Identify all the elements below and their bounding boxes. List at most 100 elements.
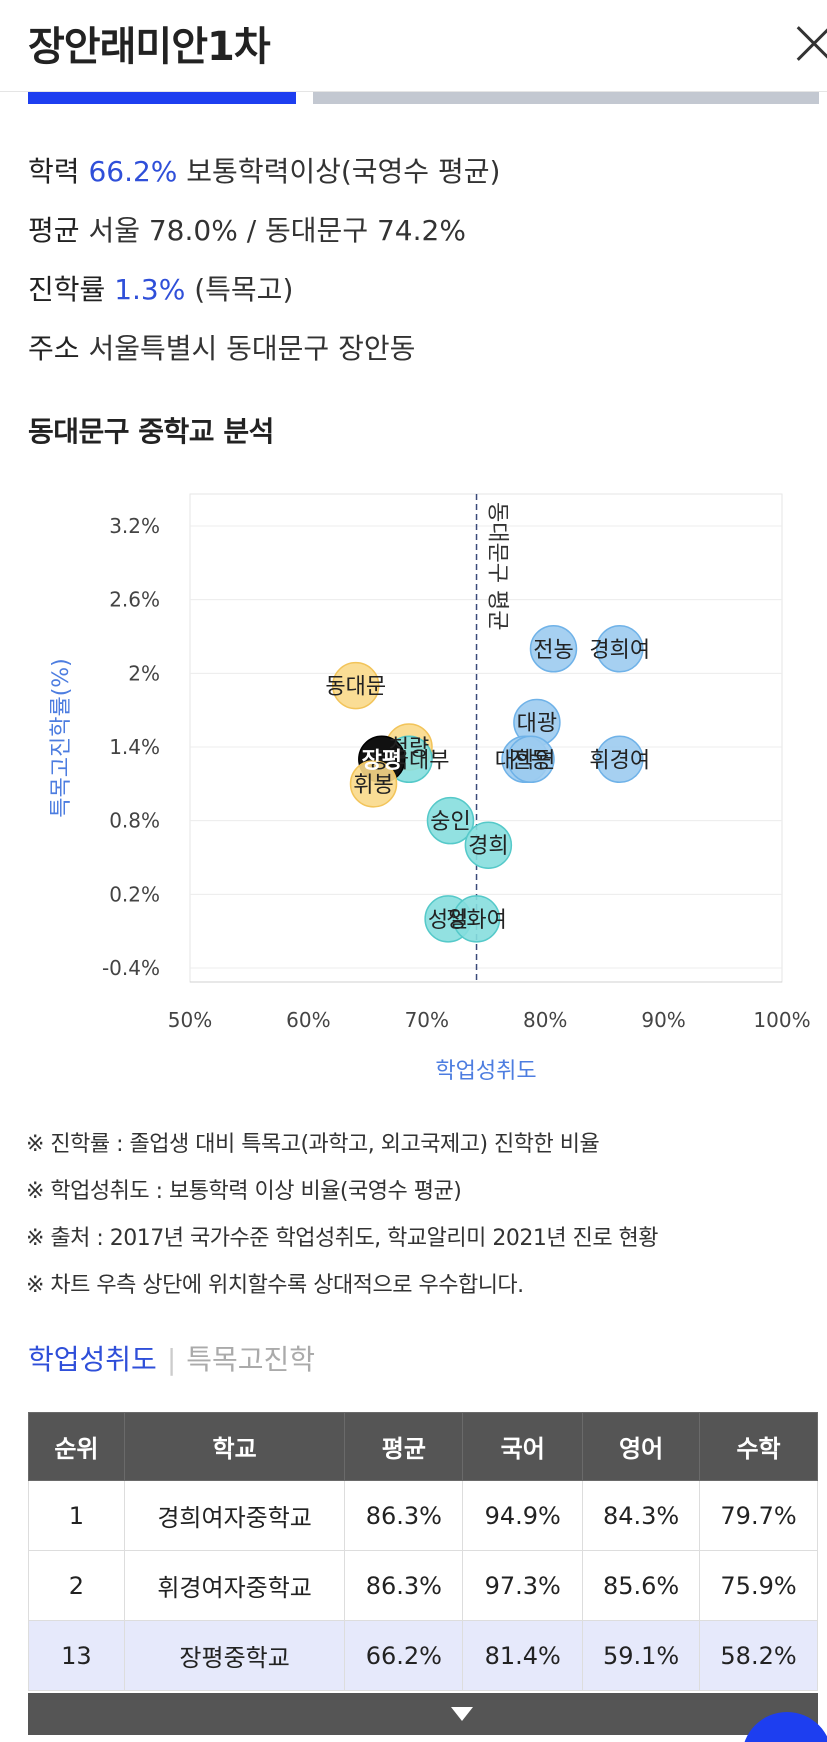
chart-point-label: 성일 xyxy=(428,908,468,933)
info-admission-value: 1.3% xyxy=(114,273,186,306)
x-tick-label: 90% xyxy=(641,1008,685,1032)
info-address-label: 주소 xyxy=(28,332,80,365)
y-tick-label: 0.2% xyxy=(109,882,160,906)
cell-average: 86.3% xyxy=(344,1480,464,1551)
tab-admission[interactable]: 특목고진학 xyxy=(186,1343,316,1376)
cell-average: 86.3% xyxy=(344,1550,464,1621)
progress-tab-active[interactable] xyxy=(28,92,296,104)
x-tick-label: 70% xyxy=(405,1008,449,1032)
y-tick-labels: 3.2% 2.6% 2% 1.4% 0.8% 0.2% -0.4% xyxy=(102,514,160,980)
x-tick-label: 100% xyxy=(753,1008,810,1032)
col-school: 학교 xyxy=(123,1412,346,1481)
info-achievement: 학력 66.2% 보통학력이상(국영수 평균) xyxy=(28,150,500,190)
cell-math: 58.2% xyxy=(699,1620,818,1691)
chart-point xyxy=(332,661,380,710)
chart-point-label: 장평 xyxy=(362,748,402,773)
chart-point-label: 휘봉 xyxy=(353,773,393,798)
cell-school: 장평중학교 xyxy=(123,1620,346,1691)
section-title: 동대문구 중학교 분석 xyxy=(28,415,274,448)
info-achievement-label: 학력 xyxy=(28,155,80,188)
expand-table-button[interactable] xyxy=(28,1693,818,1735)
chart-point-label: 전동 xyxy=(511,748,551,773)
chart-point xyxy=(507,735,555,784)
table-row[interactable]: 1 경희여자중학교 86.3% 94.9% 84.3% 79.7% xyxy=(28,1480,818,1551)
chart-point-label: 숭인 xyxy=(430,810,470,835)
x-tick-label: 50% xyxy=(168,1008,212,1032)
chevron-down-icon xyxy=(451,1707,473,1721)
cell-rank: 13 xyxy=(28,1620,125,1691)
cell-school: 경희여자중학교 xyxy=(123,1480,346,1551)
info-address: 주소 서울특별시 동대문구 장안동 xyxy=(28,327,415,367)
info-average: 평균 서울 78.0% / 동대문구 74.2% xyxy=(28,209,466,249)
y-tick-label: 0.8% xyxy=(109,809,160,833)
cell-korean: 97.3% xyxy=(462,1550,584,1621)
col-rank: 순위 xyxy=(28,1412,125,1481)
chart-point xyxy=(596,625,644,673)
cell-english: 59.1% xyxy=(582,1620,701,1691)
table-row-highlighted[interactable]: 13 장평중학교 66.2% 81.4% 59.1% 58.2% xyxy=(28,1620,818,1691)
info-admission-suffix: (특목고) xyxy=(194,273,294,306)
y-tick-label: 2.6% xyxy=(109,588,160,612)
chart-point-label: 동대문 xyxy=(325,675,386,700)
table-header-row: 순위 학교 평균 국어 영어 수학 xyxy=(28,1412,818,1481)
info-achievement-suffix: 보통학력이상(국영수 평균) xyxy=(186,155,501,188)
chart-point-label: 동국대부 xyxy=(369,748,450,773)
ranking-table: 순위 학교 평균 국어 영어 수학 1 경희여자중학교 86.3% 94.9% … xyxy=(28,1412,818,1691)
y-axis-label: 특목고진학률(%) xyxy=(49,658,74,818)
chart-points xyxy=(332,625,644,943)
close-icon[interactable] xyxy=(788,20,827,70)
cell-rank: 1 xyxy=(28,1480,125,1551)
chart-grid xyxy=(189,493,783,983)
x-tick-label: 60% xyxy=(286,1008,330,1032)
y-tick-label: 2% xyxy=(128,661,160,685)
tab-achievement[interactable]: 학업성취도 xyxy=(28,1343,157,1376)
x-tick-label: 80% xyxy=(523,1008,567,1032)
page-title: 장안래미안1차 xyxy=(28,24,271,70)
subtabs: 학업성취도 | 특목고진학 xyxy=(28,1338,315,1378)
chart-point xyxy=(529,625,578,673)
cell-english: 84.3% xyxy=(582,1480,701,1551)
cell-school: 휘경여자중학교 xyxy=(123,1550,346,1621)
note-4: ※ 차트 우측 상단에 위치할수록 상대적으로 우수합니다. xyxy=(26,1273,524,1298)
chart-point xyxy=(426,796,475,845)
progress-tab-inactive[interactable] xyxy=(313,92,819,104)
y-tick-label: 1.4% xyxy=(109,735,160,759)
chart-point-label: 경희여 xyxy=(589,638,650,663)
col-average: 평균 xyxy=(344,1412,464,1481)
info-achievement-value: 66.2% xyxy=(88,155,178,188)
cell-math: 75.9% xyxy=(699,1550,818,1621)
chart-point-label: 청량 xyxy=(389,736,429,761)
y-tick-label: -0.4% xyxy=(102,956,160,980)
cell-rank: 2 xyxy=(28,1550,125,1621)
y-tick-label: 3.2% xyxy=(109,514,160,538)
chart-point xyxy=(452,895,501,943)
average-line: 동대문구 평균 xyxy=(475,494,510,982)
chart-point xyxy=(464,821,513,869)
x-axis-label: 학업성취도 xyxy=(435,1059,536,1084)
info-admission: 진학률 1.3% (특목고) xyxy=(28,268,293,308)
col-korean: 국어 xyxy=(462,1412,584,1481)
chart-point xyxy=(596,735,644,784)
chart-point-label: 대학연 xyxy=(495,748,556,773)
table-row[interactable]: 2 휘경여자중학교 86.3% 97.3% 85.6% 75.9% xyxy=(28,1550,818,1621)
average-line-label: 동대문구 평균 xyxy=(485,502,510,630)
cell-english: 85.6% xyxy=(582,1550,701,1621)
header: 장안래미안1차 xyxy=(0,0,827,92)
chart-point-label: 정화여 xyxy=(446,908,507,933)
col-english: 영어 xyxy=(582,1412,701,1481)
note-1: ※ 진학률 : 졸업생 대비 특목고(과학고, 외고국제고) 진학한 비율 xyxy=(26,1132,600,1157)
chart-point-label: 경희 xyxy=(468,834,508,859)
cell-average: 66.2% xyxy=(344,1620,464,1691)
chart-point-label: 휘경여 xyxy=(589,748,650,773)
x-tick-labels: 50% 60% 70% 80% 90% 100% xyxy=(168,1008,811,1032)
info-average-label: 평균 xyxy=(28,214,80,247)
chart-point xyxy=(349,760,398,808)
info-admission-label: 진학률 xyxy=(28,273,106,306)
note-3: ※ 출처 : 2017년 국가수준 학업성취도, 학교알리미 2021년 진로 … xyxy=(26,1226,659,1251)
tab-separator: | xyxy=(166,1343,177,1376)
info-average-text: 서울 78.0% / 동대문구 74.2% xyxy=(88,214,466,247)
cell-korean: 81.4% xyxy=(462,1620,584,1691)
col-math: 수학 xyxy=(699,1412,818,1481)
chart-point-label: 전농 xyxy=(533,638,573,663)
